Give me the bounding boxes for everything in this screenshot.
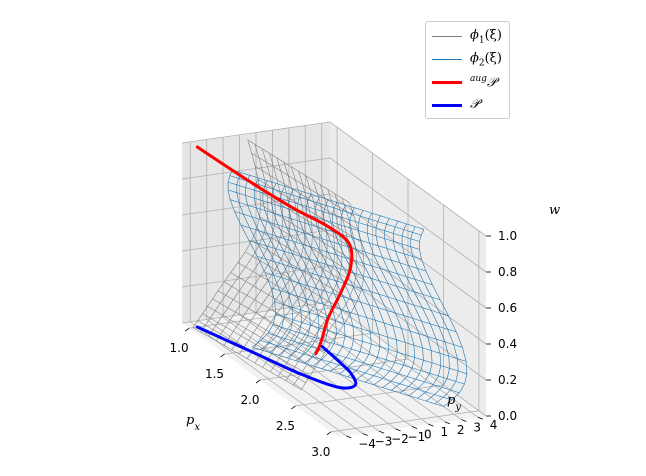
x-tick-label: 2.0 bbox=[240, 393, 259, 407]
surface-phi2-line bbox=[230, 199, 422, 260]
x-tick-label: 1.0 bbox=[170, 341, 189, 355]
surface-phi1-line bbox=[256, 228, 362, 292]
legend-entry-augp: aug𝒫 bbox=[426, 72, 509, 94]
legend-label-phi2: ϕ2(ξ) bbox=[470, 51, 502, 69]
gridline-z bbox=[181, 229, 487, 345]
surface-phi2-line bbox=[234, 211, 427, 272]
y-tick-mark bbox=[362, 433, 368, 436]
surface-phi2-line bbox=[275, 313, 467, 374]
surface-phi2-line bbox=[274, 301, 467, 362]
surface-phi2-line bbox=[232, 169, 424, 230]
legend-label-phi1: ϕ1(ξ) bbox=[470, 28, 502, 46]
y-tick-mark bbox=[428, 423, 434, 427]
surface-phi2-line bbox=[228, 181, 420, 242]
surface-phi2-line bbox=[248, 240, 441, 301]
gridline-z bbox=[181, 265, 487, 381]
surface-phi1-line bbox=[251, 152, 354, 217]
y-tick-mark bbox=[411, 426, 418, 429]
gridline-z bbox=[181, 193, 487, 309]
z-axis-title: w bbox=[549, 203, 560, 218]
y-tick-mark bbox=[477, 416, 483, 420]
z-tick-label: 1.0 bbox=[498, 229, 517, 243]
z-tick-label: 0.6 bbox=[498, 301, 517, 315]
y-tick-label: −1 bbox=[408, 430, 426, 444]
surface-phi1-line bbox=[245, 251, 351, 315]
z-tick-label: 0.2 bbox=[498, 373, 517, 387]
y-tick-label: 0 bbox=[424, 428, 432, 442]
legend-label-p: 𝒫 bbox=[470, 97, 480, 112]
surface-phi2-line bbox=[271, 287, 463, 348]
surface-phi1-line bbox=[247, 139, 350, 204]
surface-phi2-line bbox=[229, 175, 422, 236]
z-tick-label: 0.0 bbox=[498, 409, 517, 423]
surface-phi2-line bbox=[267, 333, 460, 394]
surface-phi2-line bbox=[264, 272, 457, 333]
surface-phi2-line bbox=[228, 189, 420, 250]
y-tick-mark bbox=[461, 419, 467, 422]
surface-phi2 bbox=[227, 169, 468, 407]
x-tick-label: 3.0 bbox=[311, 445, 330, 459]
surface-phi1-line bbox=[212, 298, 320, 362]
surface-phi1-line bbox=[217, 290, 325, 354]
x-tick-mark bbox=[291, 405, 296, 410]
x-tick-mark bbox=[220, 353, 225, 358]
surface-phi2-line bbox=[252, 346, 444, 407]
y-tick-label: 1 bbox=[440, 425, 448, 439]
gridline-z bbox=[181, 121, 487, 237]
surface-phi1-line bbox=[202, 313, 311, 377]
surface-phi2-line bbox=[240, 224, 433, 285]
legend-label-augp: aug𝒫 bbox=[470, 74, 497, 91]
y-tick-label: 4 bbox=[490, 418, 498, 432]
x-tick-mark bbox=[255, 379, 261, 384]
surface-phi1-line bbox=[207, 306, 315, 369]
y-tick-label: −2 bbox=[391, 432, 409, 446]
curve-augp bbox=[195, 145, 354, 355]
legend-entry-phi2: ϕ2(ξ) bbox=[426, 49, 509, 71]
y-tick-mark bbox=[444, 421, 451, 425]
surface-phi1-line bbox=[254, 165, 358, 230]
x-tick-label: 2.5 bbox=[276, 419, 295, 433]
curves bbox=[195, 145, 358, 390]
legend-swatch-augp bbox=[432, 81, 462, 84]
z-tick-label: 0.4 bbox=[498, 337, 517, 351]
y-tick-label: −4 bbox=[358, 437, 376, 451]
x-tick-label: 1.5 bbox=[205, 367, 224, 381]
legend-entry-phi1: ϕ1(ξ) bbox=[426, 26, 509, 48]
y-tick-label: −3 bbox=[375, 435, 393, 449]
legend-swatch-phi1 bbox=[432, 36, 462, 37]
tick-labels: 1.0 1.5 2.0 2.5 3.0 −4−3−2−10 1 2 3 40.0 0.2 0.4 0.6… bbox=[170, 229, 518, 459]
y-tick-mark bbox=[378, 430, 385, 434]
surface-phi1-line bbox=[223, 281, 331, 345]
surface-phi1-line bbox=[259, 191, 364, 255]
legend-swatch-phi2 bbox=[432, 59, 462, 60]
surfaces bbox=[192, 139, 468, 407]
curve-p bbox=[195, 325, 358, 390]
surface-phi1-line bbox=[192, 327, 302, 390]
y-tick-label: 2 bbox=[457, 423, 465, 437]
x-tick-mark bbox=[184, 327, 190, 332]
y-tick-mark bbox=[346, 435, 352, 439]
surface-phi2-line bbox=[257, 256, 449, 317]
z-tick-label: 0.8 bbox=[498, 265, 517, 279]
x-axis-title: px bbox=[186, 413, 200, 433]
surface-phi2-line bbox=[260, 340, 453, 401]
legend: ϕ1(ξ) ϕ2(ξ) aug𝒫 𝒫 bbox=[425, 21, 510, 119]
surface-phi2-line bbox=[273, 324, 465, 385]
legend-swatch-p bbox=[432, 104, 462, 107]
y-tick-mark bbox=[395, 428, 401, 432]
legend-entry-p: 𝒫 bbox=[426, 95, 509, 117]
x-tick-mark bbox=[326, 431, 332, 436]
y-tick-label: 3 bbox=[473, 421, 481, 435]
